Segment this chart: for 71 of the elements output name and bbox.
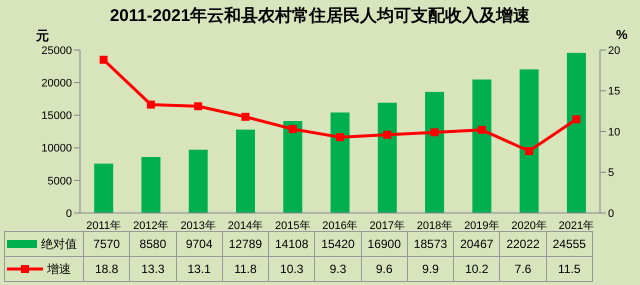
y2-tick-label: 5	[608, 167, 614, 180]
data-label: 7.6	[500, 256, 546, 282]
data-label: 13.1	[176, 256, 222, 282]
y-tick-label: 25000	[41, 44, 72, 57]
x-tick-label: 2020年	[511, 220, 547, 232]
y2-axis-title: %	[616, 27, 628, 42]
y-tick-label: 0	[66, 208, 72, 220]
data-label: 10.2	[454, 256, 500, 282]
bar	[520, 69, 539, 213]
point	[478, 126, 486, 134]
data-label: 16900	[361, 232, 408, 256]
legend-label: 增速	[47, 260, 71, 278]
x-tick-label: 2014年	[228, 220, 264, 232]
x-tick-label: 2015年	[274, 220, 310, 232]
point	[572, 115, 580, 124]
data-label: 9.9	[407, 256, 454, 282]
data-label: 24555	[546, 232, 592, 256]
point	[336, 133, 344, 142]
point	[146, 100, 155, 109]
bar	[236, 130, 255, 213]
point	[288, 125, 297, 134]
data-label: 8580	[130, 232, 176, 256]
x-tick-label: 2016年	[322, 220, 358, 232]
y2-tick-label: 20	[608, 44, 620, 57]
data-label: 14108	[268, 232, 315, 256]
y-tick-label: 10000	[41, 142, 72, 155]
bar	[378, 102, 397, 213]
legend-label: 绝对值	[41, 236, 77, 252]
data-label: 7570	[84, 232, 130, 256]
y2-tick-label: 0	[608, 208, 614, 220]
y2-tick-label: 15	[608, 86, 620, 98]
data-label: 9.3	[314, 256, 362, 282]
y-tick-label: 15000	[41, 110, 72, 122]
data-label: 9.6	[361, 256, 408, 282]
x-tick-label: 2012年	[133, 220, 169, 232]
point	[100, 56, 108, 64]
data-label: 22022	[500, 232, 546, 256]
data-label: 12789	[222, 232, 269, 256]
data-label: 11.5	[546, 256, 592, 282]
x-tick-label: 2018年	[416, 220, 452, 232]
bar	[94, 164, 114, 213]
bar	[472, 80, 492, 213]
data-label: 13.3	[130, 256, 176, 282]
bar	[330, 112, 350, 213]
data-label: 11.8	[222, 256, 269, 282]
y-tick-label: 20000	[41, 78, 72, 90]
bar	[188, 150, 208, 213]
x-tick-label: 2019年	[464, 220, 500, 232]
data-label: 10.3	[268, 256, 315, 282]
point	[525, 147, 534, 156]
bar	[283, 121, 302, 213]
data-label: 20467	[454, 232, 500, 256]
data-label: 18.8	[84, 256, 130, 282]
y-tick-label: 5000	[48, 175, 72, 188]
data-label: 18573	[407, 232, 454, 256]
data-label: 15420	[314, 232, 362, 256]
x-tick-label: 2017年	[370, 220, 406, 232]
point	[430, 128, 439, 136]
bar	[425, 92, 444, 213]
y-axis-title: 元	[36, 27, 49, 45]
point	[194, 102, 202, 110]
y2-tick-label: 10	[608, 126, 620, 138]
x-tick-label: 2013年	[180, 220, 216, 232]
x-tick-label: 2021年	[558, 220, 594, 232]
bar	[566, 52, 586, 213]
point	[383, 130, 392, 139]
data-label: 9704	[176, 232, 222, 256]
x-tick-label: 2011年	[86, 220, 121, 232]
bar	[141, 157, 160, 213]
chart-title: 2011-2021年云和县农村常住居民人均可支配收入及增速	[108, 5, 532, 27]
point	[241, 112, 250, 121]
